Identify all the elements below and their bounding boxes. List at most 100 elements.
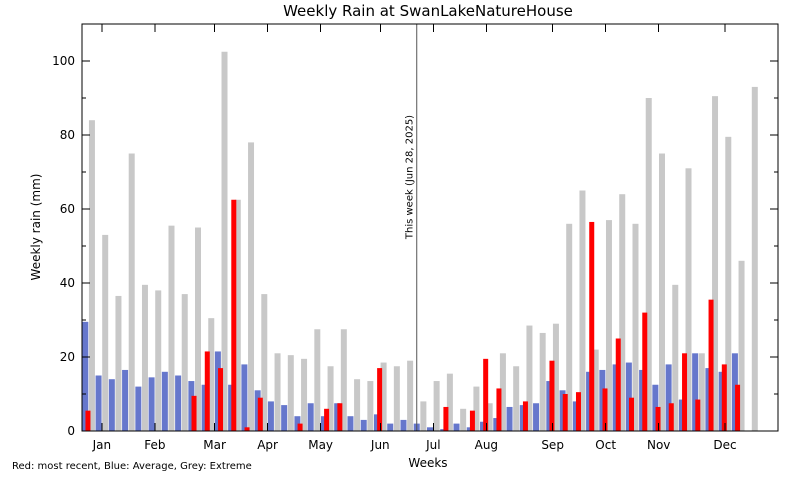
bar-extreme-week-29 [460, 408, 467, 431]
bar-extreme-week-39 [592, 349, 599, 431]
bar-most-recent-week-23 [377, 368, 383, 431]
bar-extreme-week-41 [619, 194, 626, 431]
bar-most-recent-week-40 [602, 388, 608, 431]
bar-extreme-week-46 [685, 168, 692, 432]
bar-extreme-week-24 [393, 366, 400, 431]
bar-extreme-week-17 [301, 358, 308, 431]
bar-extreme-week-36 [552, 323, 559, 431]
y-tick-label-40: 40 [60, 276, 75, 290]
bar-extreme-week-23 [380, 362, 387, 431]
bar-extreme-week-37 [566, 223, 573, 431]
bar-most-recent-week-10 [204, 351, 210, 431]
bar-average-week-18 [307, 403, 314, 431]
bar-extreme-week-19 [327, 366, 334, 431]
bar-extreme-week-34 [526, 325, 533, 431]
bar-extreme-week-44 [659, 153, 665, 431]
bar-extreme-week-8 [181, 294, 188, 431]
bar-average-week-30 [466, 427, 473, 431]
bar-extreme-week-11 [221, 51, 228, 431]
bar-average-week-44 [652, 384, 659, 431]
bar-average-week-50 [731, 353, 738, 431]
bar-extreme-week-31 [486, 403, 493, 431]
bar-extreme-week-42 [632, 223, 639, 431]
bar-most-recent-week-46 [682, 353, 688, 431]
bar-most-recent-week-37 [562, 394, 568, 431]
bar-most-recent-week-42 [629, 397, 635, 431]
bar-extreme-week-3 [115, 295, 122, 431]
bar-average-week-20 [334, 403, 341, 431]
bar-most-recent-week-41 [615, 338, 621, 431]
bar-average-week-15 [267, 401, 274, 431]
bar-average-week-49 [718, 371, 725, 431]
bar-average-week-2 [95, 375, 102, 431]
bar-most-recent-week-50 [735, 384, 741, 431]
bar-most-recent-week-48 [708, 299, 714, 431]
bar-extreme-week-32 [499, 353, 506, 431]
bar-extreme-week-51 [751, 86, 758, 432]
bar-extreme-week-43 [645, 98, 652, 431]
x-axis-label: Weeks [408, 456, 447, 470]
bar-extreme-week-14 [261, 294, 268, 431]
bar-average-week-8 [175, 375, 182, 431]
plot-frame [81, 23, 779, 432]
bar-average-week-22 [360, 419, 367, 431]
y-tick-label-80: 80 [60, 128, 75, 142]
bar-extreme-week-15 [274, 353, 281, 431]
bar-most-recent-week-34 [522, 401, 528, 431]
bar-extreme-week-20 [340, 329, 347, 431]
bar-average-week-4 [122, 369, 129, 431]
bar-most-recent-week-14 [257, 397, 263, 431]
bar-extreme-week-9 [195, 227, 201, 431]
bar-average-week-47 [692, 353, 699, 431]
axes-layer [81, 23, 779, 432]
bar-most-recent-week-28 [443, 406, 449, 431]
bar-most-recent-week-36 [549, 360, 555, 431]
bar-average-week-34 [519, 405, 526, 431]
bar-extreme-week-26 [420, 401, 427, 431]
x-tick-label-nov: Nov [647, 438, 670, 452]
bar-average-week-46 [678, 399, 685, 431]
bar-extreme-week-28 [446, 373, 453, 431]
bar-average-week-13 [241, 364, 248, 431]
this-week-marker-label: This week (Jun 28, 2025) [405, 115, 416, 240]
bar-average-week-24 [387, 423, 394, 431]
x-tick-label-dec: Dec [713, 438, 736, 452]
bar-extreme-week-45 [672, 284, 679, 431]
x-tick-label-may: May [308, 438, 333, 452]
bar-extreme-week-1 [88, 120, 95, 431]
y-axis-label: Weekly rain (mm) [29, 174, 43, 281]
bar-average-week-16 [281, 405, 288, 431]
bar-extreme-week-25 [407, 360, 414, 431]
bar-extreme-week-12 [234, 199, 241, 431]
bar-average-week-43 [639, 369, 646, 431]
bar-extreme-week-35 [539, 332, 546, 431]
x-tick-label-feb: Feb [144, 438, 165, 452]
bar-average-week-29 [453, 423, 460, 431]
bar-extreme-week-21 [354, 379, 361, 431]
bar-extreme-week-49 [725, 136, 732, 431]
bar-average-week-11 [214, 351, 221, 431]
y-tick-label-20: 20 [60, 350, 75, 364]
bar-average-week-14 [254, 390, 261, 431]
x-tick-label-aug: Aug [475, 438, 498, 452]
bar-average-week-28 [440, 429, 447, 431]
bar-extreme-week-33 [513, 366, 520, 431]
bar-most-recent-week-32 [496, 388, 502, 431]
bar-average-week-45 [665, 364, 672, 431]
x-tick-label-jan: Jan [92, 438, 112, 452]
bar-extreme-week-6 [155, 290, 162, 431]
bar-extreme-week-7 [168, 225, 175, 431]
bar-average-week-5 [135, 386, 142, 431]
bar-most-recent-week-13 [244, 427, 250, 431]
bar-average-week-35 [533, 403, 540, 431]
bar-most-recent-week-19 [324, 408, 330, 431]
bar-most-recent-week-38 [575, 392, 581, 431]
bar-average-week-23 [373, 414, 380, 431]
bar-most-recent-week-30 [469, 410, 475, 431]
bar-most-recent-week-17 [297, 423, 303, 431]
bar-average-week-40 [599, 369, 606, 431]
bar-average-week-1 [82, 321, 89, 431]
x-tick-label-jul: Jul [425, 438, 440, 452]
annotation-layer: This week (Jun 28, 2025) [405, 24, 418, 431]
